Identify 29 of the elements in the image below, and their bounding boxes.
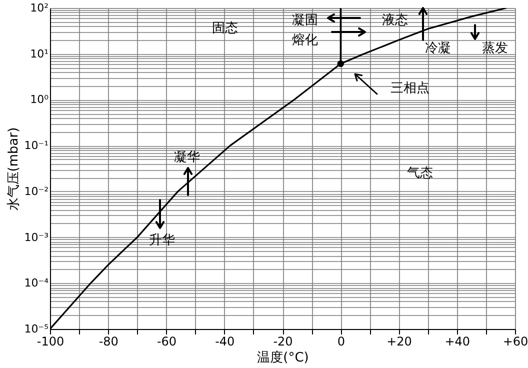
x-tick-label: +40 <box>444 334 470 348</box>
x-tick-label: -40 <box>215 334 235 348</box>
annotation: 三相点 <box>390 81 430 96</box>
y-tick-label: 10⁻¹ <box>24 139 48 152</box>
y-tick-label: 10⁻⁵ <box>24 322 48 336</box>
x-tick-label: 0 <box>337 334 345 348</box>
annotation: 气态 <box>407 166 433 181</box>
x-tick-label: -80 <box>98 334 118 348</box>
x-tick-label: +20 <box>386 334 412 348</box>
y-tick-label: 10¹ <box>30 47 48 60</box>
y-tick-label: 10⁻⁴ <box>24 276 50 290</box>
annotation: 升华 <box>149 233 175 248</box>
x-tick-label: -60 <box>156 334 177 348</box>
y-tick-label: 10⁻³ <box>24 230 48 244</box>
annotation: 凝华 <box>174 150 200 165</box>
annotation: 蒸发 <box>482 41 508 56</box>
annotation: 固态 <box>212 21 238 36</box>
annotation: 熔化 <box>292 33 318 48</box>
y-tick-label: 10⁰ <box>30 93 50 106</box>
y-axis-title: 水气压(mbar) <box>6 127 22 211</box>
annotation: 凝固 <box>292 13 318 28</box>
x-axis-title: 温度(°C) <box>257 350 309 366</box>
x-tick-label: +60 <box>502 334 528 348</box>
annotation: 冷凝 <box>425 41 451 56</box>
y-tick-label: 10² <box>30 2 48 14</box>
annotation: 液态 <box>382 13 408 28</box>
y-tick-label: 10⁻² <box>24 184 48 198</box>
x-tick-label: -100 <box>36 334 64 348</box>
x-tick-label: -20 <box>273 334 293 348</box>
